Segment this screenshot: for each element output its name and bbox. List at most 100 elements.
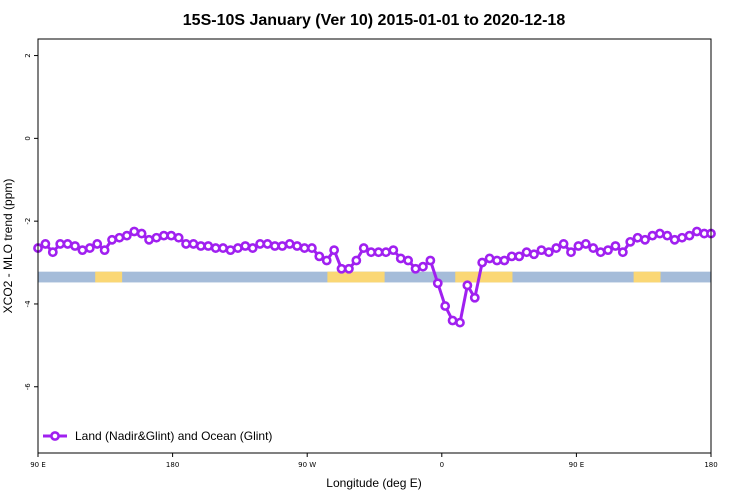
data-point [62,239,73,249]
data-point [662,230,673,241]
data-point [573,241,584,251]
data-point [566,247,576,258]
data-point [447,315,458,326]
data-point [77,245,88,256]
data-point [595,247,606,258]
data-point [462,280,473,291]
x-tick-label: 180 [704,461,717,469]
data-point [588,243,599,253]
data-point [84,243,95,253]
data-point [617,247,628,258]
y-axis-label: XCO2 - MLO trend (ppm) [1,179,15,314]
data-point [121,230,132,241]
x-tick-label: 90 W [298,461,316,469]
data-point [129,226,140,237]
data-point [395,253,406,264]
data-point [351,255,362,266]
land-band-segment [455,271,513,283]
data-point [432,278,443,289]
data-point [388,245,399,256]
data-point [580,239,591,249]
data-point [647,230,658,241]
legend-label: Land (Nadir&Glint) and Ocean (Glint) [75,429,272,443]
data-point [381,247,391,258]
data-point [218,243,228,253]
legend: Land (Nadir&Glint) and Ocean (Glint) [43,429,272,443]
data-point [418,261,428,272]
x-axis: 90 E 180 90 W 0 90 E 180 [30,453,718,469]
chart-title: 15S-10S January (Ver 10) 2015-01-01 to 2… [183,12,566,29]
data-point [329,245,340,256]
data-point [166,230,177,241]
data-point [107,234,117,245]
legend-marker-swatch [50,431,60,441]
y-tick-label: -6 [24,383,32,391]
data-point [47,247,58,258]
data-point [344,263,354,274]
data-point [314,251,325,262]
y-tick-label: 0 [24,136,32,140]
data-point [307,243,317,253]
data-point [632,232,643,243]
data-point [410,263,421,274]
data-point [188,239,199,249]
data-point [469,292,480,303]
data-point [203,241,214,251]
land-band-segment [633,271,661,283]
data-point [321,255,332,266]
data-point [136,228,147,239]
data-point [625,236,636,247]
data-point [70,241,80,251]
data-point [455,317,465,328]
data-point [114,232,125,243]
data-point [425,255,436,266]
data-point [40,239,51,249]
data-point [691,226,702,237]
data-point [292,241,303,251]
data-point [477,257,488,268]
data-point [173,232,184,243]
land-band-segment [327,271,385,283]
data-point [529,249,539,260]
data-point [277,241,288,251]
surface-band [38,271,711,283]
x-tick-label: 180 [166,461,179,469]
data-point [669,234,680,245]
data-point [558,239,569,249]
data-point [262,239,273,249]
x-axis-label: Longitude (deg E) [326,476,421,490]
data-point [543,247,554,258]
data-point [284,239,295,249]
data-point [603,245,613,256]
data-point [247,243,258,253]
data-point [440,301,451,311]
land-band-segment [95,271,123,283]
data-point [521,247,532,258]
data-point [551,243,562,253]
y-tick-label: -2 [24,218,32,225]
data-point [654,228,665,239]
x-tick-label: 90 E [30,461,46,469]
data-point [144,234,154,245]
y-tick-label: -4 [24,300,32,308]
data-point [403,255,414,266]
series-layer [33,226,716,328]
data-point [99,245,110,256]
data-point [484,253,495,264]
data-point [151,232,162,243]
data-point [499,255,510,266]
data-point [92,239,103,249]
data-point [536,245,547,256]
data-point [610,241,621,251]
data-point [358,243,369,253]
data-point [640,234,650,245]
x-tick-label: 0 [440,461,444,469]
data-point [232,243,243,253]
data-point [225,245,236,256]
data-point [514,251,525,262]
x-tick-label: 90 E [569,461,585,469]
data-point [677,232,687,243]
y-axis: 2 0 -2 -4 -6 [24,53,38,390]
y-tick-label: 2 [24,53,32,57]
